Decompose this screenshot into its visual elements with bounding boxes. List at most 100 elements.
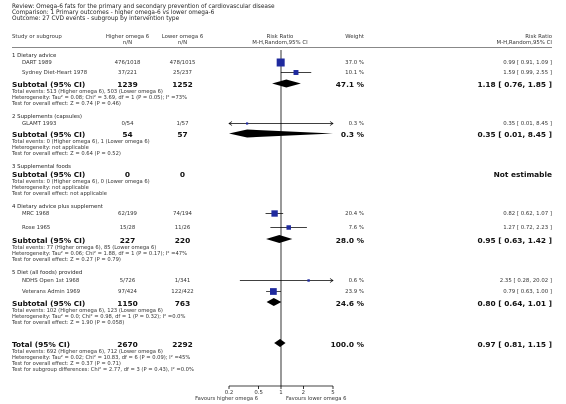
total-lower: 2292 xyxy=(172,340,193,349)
study-ci: 0.82 [ 0.62, 1.07 ] xyxy=(503,211,552,217)
study-higher: 15/28 xyxy=(119,225,136,231)
subtotal-lower: 763 xyxy=(174,299,191,308)
subtotal-lower: 1252 xyxy=(172,80,193,89)
study-marker xyxy=(286,225,291,230)
header-rule xyxy=(12,47,552,48)
subtotal-higher: 227 xyxy=(119,236,136,245)
group-note: Heterogeneity: Tau² = 0.0; Chi² = 0.98, … xyxy=(12,314,186,320)
subtotal-label: Subtotal (95% CI) xyxy=(12,130,86,139)
ci-arrow-right xyxy=(329,278,334,283)
study-higher: 5/726 xyxy=(119,278,136,284)
total-diamond xyxy=(274,339,286,347)
study-marker xyxy=(307,279,310,282)
group-title: 4 Dietary advice plus supplement xyxy=(12,204,103,210)
subtotal-ci: 0.95 [ 0.63, 1.42 ] xyxy=(477,236,552,245)
study-weight: 0.3 % xyxy=(348,121,364,127)
col-rr2-sub: M-H,Random,95% CI xyxy=(496,40,552,46)
x-tick-label: 5 xyxy=(331,390,334,396)
subtotal-higher: 54 xyxy=(122,130,133,139)
study-marker xyxy=(245,122,249,125)
study-marker xyxy=(270,288,277,295)
subtotal-diamond xyxy=(229,129,333,138)
group-note: Test for overall effect: Z = 0.27 (P = 0… xyxy=(12,257,121,263)
study-weight: 10.1 % xyxy=(345,70,364,76)
subtotal-diamond xyxy=(266,298,282,306)
subtotal-weight: 28.0 % xyxy=(335,236,364,245)
x-tick-label: 0.5 xyxy=(254,390,263,396)
study-ci: 1.27 [ 0.72, 2.23 ] xyxy=(503,225,552,231)
study-lower: 74/194 xyxy=(173,211,192,217)
study-name: Rose 1965 xyxy=(22,225,51,231)
subtotal-diamond xyxy=(266,235,293,243)
study-weight: 20.4 % xyxy=(345,211,364,217)
subtotal-ci: Not estimable xyxy=(493,170,552,179)
study-weight: 37.0 % xyxy=(345,60,364,66)
study-weight: 23.9 % xyxy=(345,289,364,295)
group-note: Test for overall effect: Z = 0.74 (P = 0… xyxy=(12,101,121,107)
subtotal-lower: 57 xyxy=(177,130,188,139)
group-note: Heterogeneity: not applicable xyxy=(12,185,89,191)
x-tick-label: 0.2 xyxy=(225,390,234,396)
x-tick-label: 1 xyxy=(279,390,282,396)
total-note: Heterogeneity: Tau² = 0.02; Chi² = 10.83… xyxy=(12,355,191,361)
comparison-title: Comparison: 1 Primary outcomes - higher … xyxy=(12,10,215,16)
subtotal-diamond xyxy=(272,79,301,88)
group-note: Heterogeneity: not applicable xyxy=(12,145,89,151)
subtotal-higher: 1239 xyxy=(117,80,138,89)
study-lower: 25/237 xyxy=(173,70,192,76)
group-note: Total events: 0 (Higher omega 6), 1 (Low… xyxy=(12,139,150,145)
total-note: Total events: 692 (Higher omega 6), 712 … xyxy=(12,349,163,355)
subtotal-label: Subtotal (95% CI) xyxy=(12,170,86,179)
group-note: Heterogeneity: Tau² = 0.08; Chi² = 3.69,… xyxy=(12,95,188,101)
study-marker xyxy=(276,58,285,67)
study-marker xyxy=(293,70,299,75)
group-note: Test for overall effect: Z = 1.90 (P = 0… xyxy=(12,320,125,326)
ci-arrow-right xyxy=(329,121,334,126)
study-name: GLAMT 1993 xyxy=(22,121,57,127)
group-note: Heterogeneity: Tau² = 0.06; Chi² = 1.88,… xyxy=(12,251,188,257)
total-ci: 0.97 [ 0.81, 1.15 ] xyxy=(477,340,552,349)
col-weight: Weight xyxy=(345,34,364,40)
group-note: Test for overall effect: Z = 0.64 (P = 0… xyxy=(12,151,121,157)
study-higher: 37/221 xyxy=(118,70,137,76)
total-higher: 2670 xyxy=(117,340,138,349)
group-note: Total events: 0 (Higher omega 6), 0 (Low… xyxy=(12,179,150,185)
study-lower: 1/57 xyxy=(176,121,189,127)
study-ci: 0.99 [ 0.91, 1.09 ] xyxy=(503,60,552,66)
subtotal-ci: 0.35 [ 0.01, 8.45 ] xyxy=(477,130,552,139)
study-name: MRC 1968 xyxy=(22,211,50,217)
group-title: 5 Diet (all foods) provided xyxy=(12,270,83,276)
subtotal-lower: 0 xyxy=(179,170,186,179)
subtotal-weight: 24.6 % xyxy=(335,299,364,308)
study-ci: 0.79 [ 0.63, 1.00 ] xyxy=(503,289,552,295)
favours-right-label: Favours lower omega 6 xyxy=(286,396,347,402)
group-note: Total events: 513 (Higher omega 6), 503 … xyxy=(12,89,163,95)
group-note: Total events: 102 (Higher omega 6), 123 … xyxy=(12,308,163,314)
ci-arrow-left xyxy=(228,121,233,126)
col-lower-sub: n/N xyxy=(177,40,188,46)
study-name: Veterans Admin 1969 xyxy=(22,289,81,295)
col-higher: Higher omega 6 xyxy=(105,34,150,40)
group-note: Test for overall effect: not applicable xyxy=(12,191,107,197)
subtotal-higher: 1150 xyxy=(117,299,138,308)
study-higher: 0/54 xyxy=(121,121,134,127)
group-note: Total events: 77 (Higher omega 6), 85 (L… xyxy=(12,245,157,251)
study-higher: 97/424 xyxy=(118,289,137,295)
subtotal-label: Subtotal (95% CI) xyxy=(12,299,86,308)
subtotal-weight: 0.3 % xyxy=(340,130,364,139)
subtotal-lower: 220 xyxy=(174,236,191,245)
subtotal-higher: 0 xyxy=(124,170,131,179)
group-title: 1 Dietary advice xyxy=(12,53,57,59)
total-label: Total (95% CI) xyxy=(12,340,70,349)
study-ci: 0.35 [ 0.01, 8.45 ] xyxy=(503,121,552,127)
study-weight: 7.6 % xyxy=(348,225,364,231)
subtotal-label: Subtotal (95% CI) xyxy=(12,80,86,89)
subtotal-label: Subtotal (95% CI) xyxy=(12,236,86,245)
subtotal-weight: 47.1 % xyxy=(335,80,364,89)
review-title: Review: Omega-6 fats for the primary and… xyxy=(12,4,275,10)
subtotal-ci: 1.18 [ 0.76, 1.85 ] xyxy=(477,80,552,89)
favours-left-label: Favours higher omega 6 xyxy=(195,396,258,402)
study-name: NDHS Open 1st 1968 xyxy=(22,278,80,284)
study-name: DART 1989 xyxy=(22,60,52,66)
